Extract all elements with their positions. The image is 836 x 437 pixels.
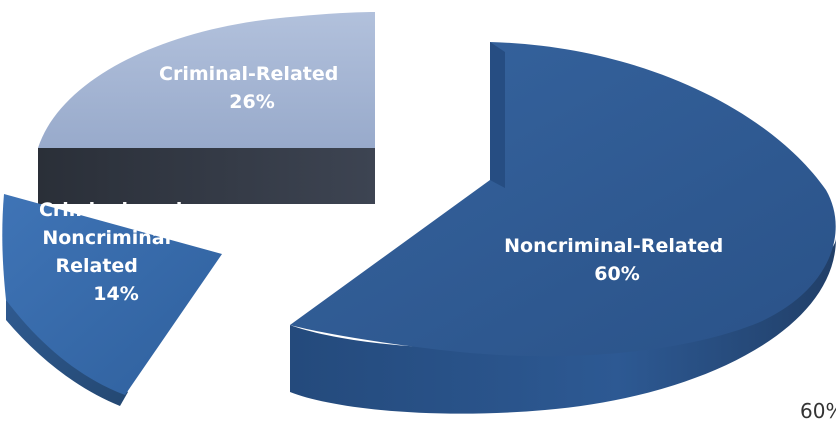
label-criminal-and-noncriminal-related: Criminal- and Noncriminal- Related 14% — [39, 199, 189, 305]
slice-noncriminal-related-top — [290, 42, 836, 357]
slice-criminal-and-noncriminal-related-top — [2, 194, 223, 395]
slice-criminal-related-side — [38, 148, 375, 204]
stray-percent-text: 60% — [800, 399, 836, 423]
slice-noncriminal-related-side — [290, 238, 836, 414]
slice-criminal-and-noncriminal-related — [2, 194, 223, 406]
label-criminal-related: Criminal-Related 26% — [159, 63, 345, 113]
label-noncriminal-related: Noncriminal-Related 60% — [504, 235, 730, 285]
slice-criminal-related-top — [38, 12, 375, 148]
slice-noncriminal-related-cut — [490, 42, 505, 188]
slice-criminal-related — [38, 12, 375, 204]
slice-noncriminal-related — [290, 42, 836, 414]
